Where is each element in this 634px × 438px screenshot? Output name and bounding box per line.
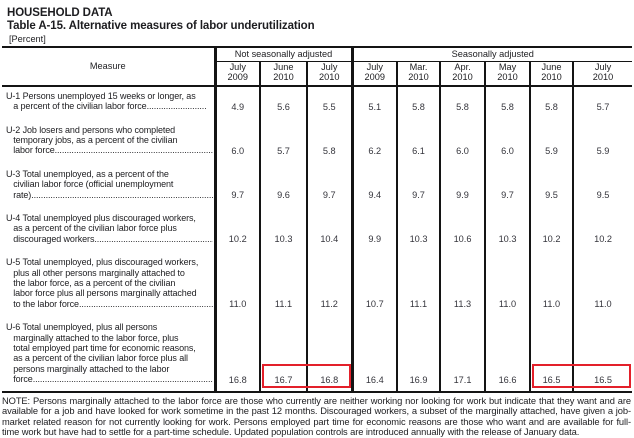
value-cell: 9.7 — [396, 166, 441, 211]
value-cell: 10.2 — [213, 210, 260, 256]
value-cell: 16.5 — [572, 320, 633, 392]
table-row: U-4 Total unemployed plus discouraged wo… — [2, 210, 633, 256]
value-cell: 5.5 — [305, 85, 353, 123]
value-cell: 5.8 — [529, 85, 574, 123]
value-cell: 16.8 — [213, 320, 260, 392]
value-cell: 16.6 — [484, 320, 531, 392]
column-header: July 2010 — [305, 61, 353, 87]
month-header-row: July 2009 June 2010 July 2010 July 2009 Mar.… — [2, 61, 633, 87]
value-cell: 6.0 — [213, 122, 260, 167]
value-cell: 6.2 — [350, 122, 398, 167]
value-cell: 5.9 — [572, 122, 633, 167]
column-header: June 2010 — [529, 61, 574, 87]
table-row: U-1 Persons unemployed 15 weeks or longe… — [2, 85, 633, 123]
value-cell: 10.7 — [350, 255, 398, 321]
column-header: July 2009 — [213, 61, 260, 87]
value-cell: 16.5 — [529, 320, 632, 392]
table-row: U-2 Job losers and persons who completed… — [2, 122, 633, 167]
table-title: Table A-15. Alternative measures of labo… — [7, 20, 315, 32]
value-cell: 9.5 — [572, 166, 633, 211]
value-cell: 10.3 — [396, 210, 441, 256]
value-cell: 9.9 — [350, 210, 398, 256]
value-cell: 11.0 — [484, 255, 531, 321]
value-cell: 9.5 — [529, 166, 574, 211]
value-cell: 11.0 — [572, 255, 633, 321]
group-header-row: Measure Not seasonally adjusted Seasonal… — [2, 47, 633, 87]
value-cell: 9.6 — [259, 166, 307, 211]
value-cell: 11.2 — [305, 255, 353, 321]
value-cell: 16.7 — [259, 320, 351, 392]
value-cell: 5.7 — [259, 122, 307, 167]
value-cell: 5.1 — [350, 85, 398, 123]
value-cell: 5.8 — [305, 122, 353, 167]
measure-cell: U-3 Total unemployed, as a percent of th… — [6, 168, 213, 200]
table-row: U-6 Total unemployed, plus all persons m… — [2, 320, 633, 392]
column-header: June 2010 — [259, 61, 307, 87]
table-row: U-3 Total unemployed, as a percent of th… — [2, 166, 633, 211]
value-cell: 10.3 — [259, 210, 307, 256]
table-body: U-1 Persons unemployed 15 weeks or longe… — [2, 85, 633, 392]
value-cell: 11.3 — [439, 255, 486, 321]
value-cell: 5.8 — [396, 85, 441, 123]
underutilization-table: Measure Not seasonally adjusted Seasonal… — [2, 46, 633, 393]
document-page: HOUSEHOLD DATA Table A-15. Alternative m… — [0, 7, 634, 437]
value-cell: 9.7 — [484, 166, 531, 211]
value-cell: 10.3 — [484, 210, 531, 256]
value-cell: 9.7 — [305, 166, 353, 211]
measure-cell: U-4 Total unemployed plus discouraged wo… — [6, 212, 213, 244]
column-header: May 2010 — [484, 61, 531, 87]
value-cell: 10.2 — [529, 210, 574, 256]
value-cell: 5.8 — [484, 85, 531, 123]
value-cell: 16.4 — [350, 320, 398, 392]
column-header: July 2009 — [350, 61, 398, 87]
value-cell: 5.8 — [439, 85, 486, 123]
value-cell: 11.1 — [396, 255, 441, 321]
value-cell: 16.9 — [396, 320, 441, 392]
column-header: Apr. 2010 — [439, 61, 486, 87]
value-cell: 4.9 — [213, 85, 260, 123]
measure-cell: U-6 Total unemployed, plus all persons m… — [6, 322, 213, 385]
value-cell: 6.0 — [484, 122, 531, 167]
value-cell: 6.1 — [396, 122, 441, 167]
group-header-not-seasonally-adjusted: Not seasonally adjusted — [213, 47, 353, 62]
value-cell: 16.8 — [305, 320, 353, 392]
value-cell: 9.7 — [213, 166, 260, 211]
value-cell: 5.7 — [572, 85, 633, 123]
value-cell: 5.6 — [259, 85, 307, 123]
section-kicker: HOUSEHOLD DATA — [7, 7, 113, 19]
value-cell: 17.1 — [439, 320, 486, 392]
value-cell: 11.1 — [259, 255, 307, 321]
footnote: NOTE: Persons marginally attached to the… — [2, 395, 631, 438]
value-cell: 11.0 — [213, 255, 260, 321]
value-cell: 9.9 — [439, 166, 486, 211]
value-cell: 11.0 — [529, 255, 574, 321]
measure-column-header: Measure — [2, 47, 215, 87]
measure-cell: U-2 Job losers and persons who completed… — [6, 124, 213, 156]
group-header-seasonally-adjusted: Seasonally adjusted — [350, 47, 633, 62]
measure-cell: U-5 Total unemployed, plus discouraged w… — [6, 257, 213, 309]
value-cell: 6.0 — [439, 122, 486, 167]
value-cell: 10.6 — [439, 210, 486, 256]
value-cell: 5.9 — [529, 122, 574, 167]
column-header: July 2010 — [572, 61, 633, 87]
unit-label: [Percent] — [9, 34, 46, 44]
measure-cell: U-1 Persons unemployed 15 weeks or longe… — [6, 90, 207, 112]
value-cell: 10.4 — [305, 210, 353, 256]
value-cell: 9.4 — [350, 166, 398, 211]
value-cell: 10.2 — [572, 210, 633, 256]
column-header: Mar. 2010 — [396, 61, 441, 87]
table-row: U-5 Total unemployed, plus discouraged w… — [2, 255, 633, 321]
